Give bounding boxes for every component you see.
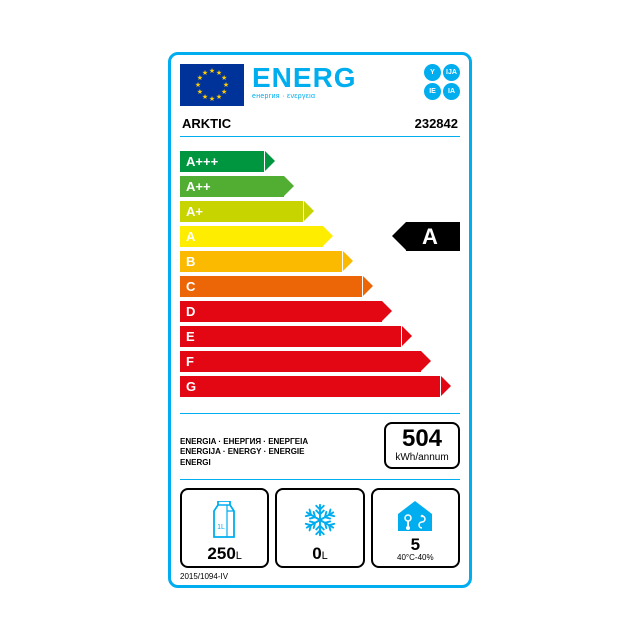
- energy-words: ENERGIA · ЕНЕРГИЯ · ΕΝΕΡΓΕΙΑ ENERGIJA · …: [180, 437, 384, 469]
- lang-badge: Y: [424, 64, 441, 81]
- milk-carton-icon: 1L: [213, 495, 237, 545]
- freezer-box: 0L: [275, 488, 364, 568]
- class-bar: G: [180, 376, 440, 397]
- lang-badge: IA: [443, 83, 460, 100]
- eu-stars: ★★★★★★★★★★★★: [194, 67, 230, 103]
- class-bar: E: [180, 326, 401, 347]
- lang-badges: YIJAIEIA: [424, 64, 460, 100]
- energ-block: ENERG енергия · ενεργεια: [252, 64, 416, 100]
- icons-row: 1L 250L: [180, 479, 460, 568]
- energ-subtitle: енергия · ενεργεια: [252, 93, 416, 100]
- regulation: 2015/1094-IV: [180, 572, 460, 581]
- house-icon: [394, 495, 436, 536]
- lang-badge: IE: [424, 83, 441, 100]
- class-bar: A+: [180, 201, 303, 222]
- rating-class: A: [422, 224, 438, 250]
- brand-row: ARKTIC 232842: [180, 114, 460, 137]
- energy-row: ENERGIA · ЕНЕРГИЯ · ΕΝΕΡΓΕΙΑ ENERGIJA · …: [180, 413, 460, 469]
- fridge-value: 250L: [207, 545, 242, 562]
- kwh-unit: kWh/annum: [388, 452, 456, 463]
- svg-text:1L: 1L: [217, 524, 225, 531]
- energy-label: ★★★★★★★★★★★★ ENERG енергия · ενεργεια YI…: [168, 52, 472, 588]
- efficiency-scale: A+++A++A+ABCDEFG A: [180, 151, 460, 401]
- class-bar: F: [180, 351, 421, 372]
- eu-flag: ★★★★★★★★★★★★: [180, 64, 244, 106]
- class-bar: B: [180, 251, 342, 272]
- class-bar: C: [180, 276, 362, 297]
- climate-value: 5: [411, 536, 420, 553]
- header: ★★★★★★★★★★★★ ENERG енергия · ενεργεια YI…: [180, 64, 460, 106]
- rating-pointer: A: [406, 222, 460, 251]
- brand: ARKTIC: [182, 116, 231, 131]
- fridge-box: 1L 250L: [180, 488, 269, 568]
- lang-badge: IJA: [443, 64, 460, 81]
- bars-container: A+++A++A+ABCDEFG: [180, 151, 460, 401]
- freezer-value: 0L: [312, 545, 328, 562]
- class-bar: A++: [180, 176, 284, 197]
- class-bar: A+++: [180, 151, 264, 172]
- climate-box: 5 40°C-40%: [371, 488, 460, 568]
- class-bar: A: [180, 226, 323, 247]
- energ-title: ENERG: [252, 64, 416, 92]
- snowflake-icon: [301, 495, 339, 545]
- class-bar: D: [180, 301, 382, 322]
- model: 232842: [415, 116, 458, 131]
- kwh-box: 504 kWh/annum: [384, 422, 460, 469]
- kwh-value: 504: [388, 427, 456, 451]
- climate-sub: 40°C-40%: [397, 553, 434, 562]
